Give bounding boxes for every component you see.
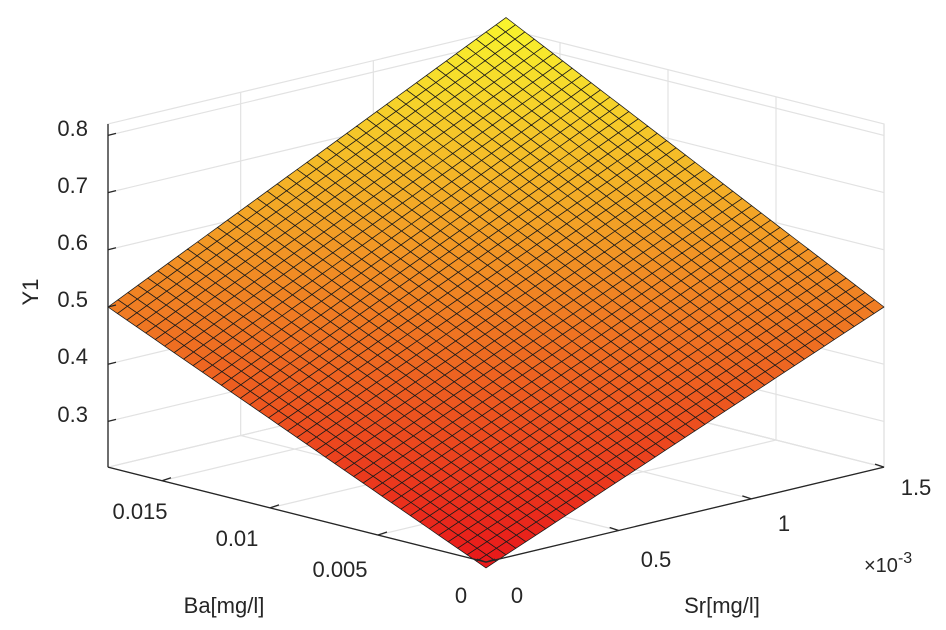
x-tick-label: 1	[778, 511, 790, 536]
y-tick-mark	[485, 558, 496, 563]
x-axis-exponent: ×10-3	[864, 550, 912, 577]
x-tick-mark	[742, 495, 752, 500]
z-tick-label: 0.4	[57, 344, 88, 369]
z-tick-mark	[107, 361, 117, 365]
z-tick-label: 0.6	[57, 230, 88, 255]
surface-patch	[476, 554, 497, 569]
y-tick-label: 0	[455, 583, 467, 608]
z-tick-label: 0.8	[57, 116, 88, 141]
z-tick-label: 0.5	[57, 287, 88, 312]
y-tick-label: 0.005	[312, 557, 367, 582]
x-tick-mark	[476, 558, 487, 563]
y-tick-label: 0.015	[112, 499, 167, 524]
x-tick-mark	[874, 463, 885, 468]
y-axis-title: Ba[mg/l]	[184, 593, 265, 618]
x-axis-title: Sr[mg/l]	[684, 593, 760, 618]
z-tick-mark	[107, 418, 117, 423]
x-tick-label: 0	[511, 583, 523, 608]
z-tick-mark	[107, 189, 117, 194]
z-tick-mark	[107, 132, 117, 137]
x-axis-line	[485, 466, 885, 563]
z-tick-label: 0.7	[57, 173, 88, 198]
x-tick-label: 0.5	[641, 547, 672, 572]
axis-ticks	[107, 123, 885, 563]
x-tick-mark	[609, 526, 619, 532]
z-tick-mark	[107, 304, 117, 308]
x-tick-label: 1.5	[901, 475, 932, 500]
z-axis-title: Y1	[18, 279, 43, 306]
y-tick-mark	[377, 531, 388, 536]
y-tick-mark	[269, 504, 280, 509]
y-axis-line	[107, 466, 487, 563]
y-tick-mark	[161, 477, 172, 482]
surface-mesh	[107, 17, 885, 569]
y-tick-label: 0.01	[216, 526, 259, 551]
z-tick-mark	[107, 247, 117, 251]
z-tick-label: 0.3	[57, 402, 88, 427]
